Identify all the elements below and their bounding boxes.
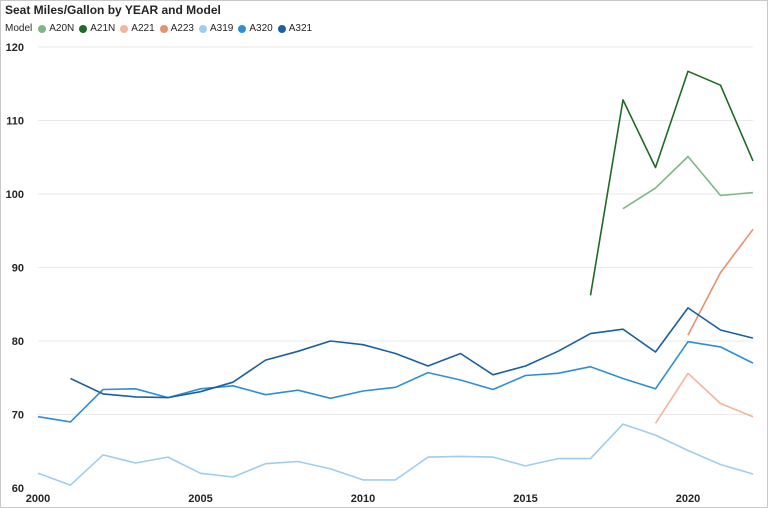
legend-item-a223[interactable]: A223 <box>159 23 194 34</box>
series-line-a321[interactable] <box>70 307 754 399</box>
legend-item-a319[interactable]: A319 <box>199 23 233 34</box>
x-tick-label: 2010 <box>351 493 375 505</box>
legend-marker <box>159 24 168 33</box>
legend-label: A320 <box>249 23 273 34</box>
legend-marker <box>38 24 47 33</box>
legend: Model A20N A21N A221 A223 A319 A320 A321 <box>5 23 317 34</box>
legend-label: A321 <box>288 23 313 34</box>
series-line-a320[interactable] <box>37 340 754 423</box>
y-tick-label: 110 <box>6 116 24 128</box>
x-tick-label: 2000 <box>26 493 50 505</box>
series-line-a20n[interactable] <box>622 155 754 210</box>
series-a320 <box>37 340 754 423</box>
legend-item-a320[interactable]: A320 <box>238 23 273 34</box>
series-line-a319[interactable] <box>37 423 754 486</box>
x-axis: 2000 2005 2010 2015 2020 <box>26 493 700 505</box>
series-a21n <box>589 70 754 296</box>
series-a321 <box>70 307 754 399</box>
y-tick-label: 90 <box>12 263 24 275</box>
legend-label: A319 <box>210 23 234 34</box>
legend-item-a21n[interactable]: A21N <box>79 23 115 34</box>
y-tick-label: 70 <box>12 410 24 422</box>
y-tick-label: 60 <box>12 483 24 495</box>
series-a223 <box>687 228 754 336</box>
y-tick-label: 120 <box>6 42 24 54</box>
x-tick-label: 2015 <box>513 493 537 505</box>
legend-item-a221[interactable]: A221 <box>120 23 155 34</box>
x-tick-label: 2005 <box>188 493 212 505</box>
legend-marker <box>120 24 129 33</box>
legend-marker <box>277 24 286 33</box>
y-axis: 60 70 80 90 100 110 120 <box>6 42 24 495</box>
series-line-a221[interactable] <box>654 372 754 424</box>
legend-label: A223 <box>170 23 194 34</box>
chart-title: Seat Miles/Gallon by YEAR and Model <box>5 3 221 17</box>
series-a20n <box>622 155 754 210</box>
legend-label: A221 <box>131 23 155 34</box>
series-line-a21n[interactable] <box>589 70 754 296</box>
x-tick-label: 2020 <box>676 493 700 505</box>
legend-marker <box>199 24 207 33</box>
legend-item-a321[interactable]: A321 <box>277 23 313 34</box>
legend-item-a20n[interactable]: A20N <box>38 23 74 34</box>
series-line-a223[interactable] <box>687 228 754 336</box>
legend-marker <box>238 24 247 33</box>
series-a221 <box>654 372 754 424</box>
series-lines <box>37 70 754 486</box>
legend-label: A20N <box>49 23 75 34</box>
legend-label: A21N <box>90 23 116 34</box>
legend-title: Model <box>5 23 33 34</box>
legend-marker <box>79 24 88 33</box>
gridlines <box>38 46 753 415</box>
y-tick-label: 80 <box>12 336 24 348</box>
series-a319 <box>37 423 754 486</box>
y-tick-label: 100 <box>6 189 24 201</box>
